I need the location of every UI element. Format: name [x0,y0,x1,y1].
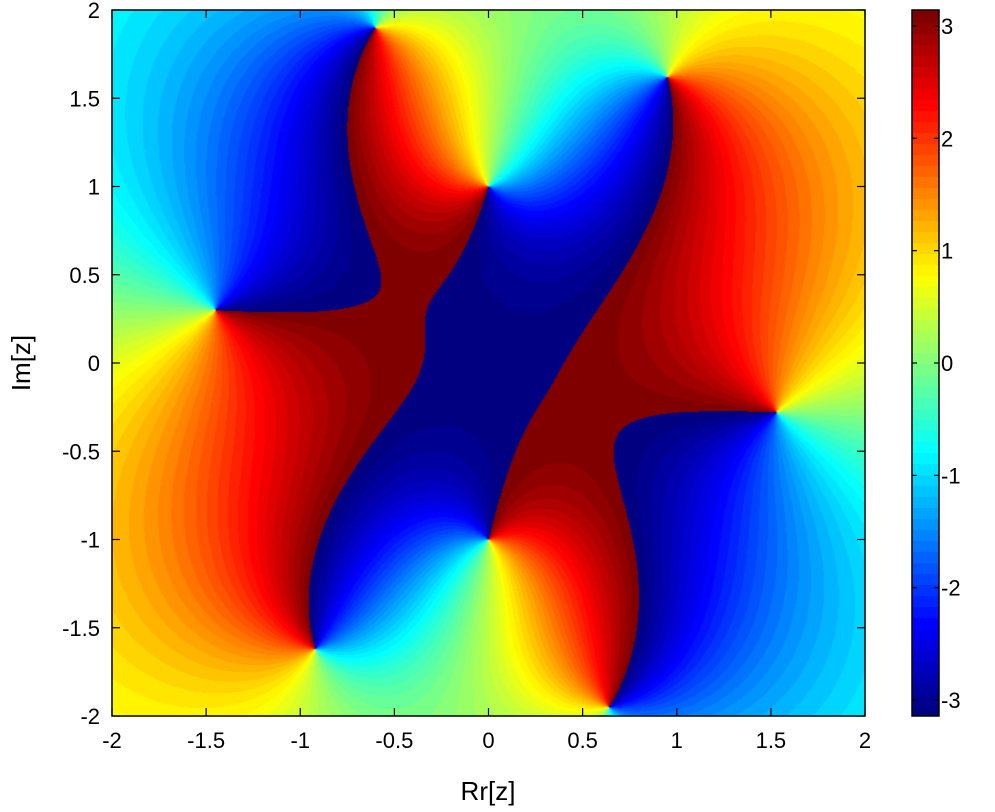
colorbar-tick-label: -3 [941,688,961,713]
y-tick-label: -0.5 [62,439,100,464]
colorbar-tick-label: 0 [941,351,953,376]
y-axis-label: Im[z] [6,335,36,391]
colorbar-tick-label: 3 [941,14,953,39]
x-tick-label: -2 [102,728,122,753]
x-tick-label: 2 [859,728,871,753]
plot-frame [111,9,866,717]
y-axis-ticks: 2 1.5 1 0.5 0 -0.5 -1 -1.5 -2 [62,0,865,729]
y-tick-label: -1.5 [62,616,100,641]
colorbar-tick-label: -1 [941,463,961,488]
y-tick-label: 0 [88,351,100,376]
x-axis-label: Rr[z] [461,776,516,806]
x-tick-label: 1 [671,728,683,753]
y-tick-label: 0.5 [69,263,100,288]
y-tick-label: 1.5 [69,86,100,111]
colorbar-ticks: 3 2 1 0 -1 -2 -3 [912,14,961,713]
colorbar-tick-label: 1 [941,239,953,264]
x-tick-label: 0 [482,728,494,753]
x-tick-label: 1.5 [756,728,787,753]
colorbar-tick-label: -2 [941,576,961,601]
x-tick-label: -1 [290,728,310,753]
x-tick-label: 0.5 [567,728,598,753]
y-tick-label: 1 [88,175,100,200]
x-axis-ticks: -2 -1.5 -1 -0.5 0 0.5 1 1.5 2 [102,10,871,753]
y-tick-label: 2 [88,0,100,23]
y-tick-label: -2 [80,704,100,729]
x-tick-label: -0.5 [375,728,413,753]
y-tick-label: -1 [80,528,100,553]
colorbar-tick-label: 2 [941,126,953,151]
x-tick-label: -1.5 [187,728,225,753]
phase-heatmap [112,10,865,716]
